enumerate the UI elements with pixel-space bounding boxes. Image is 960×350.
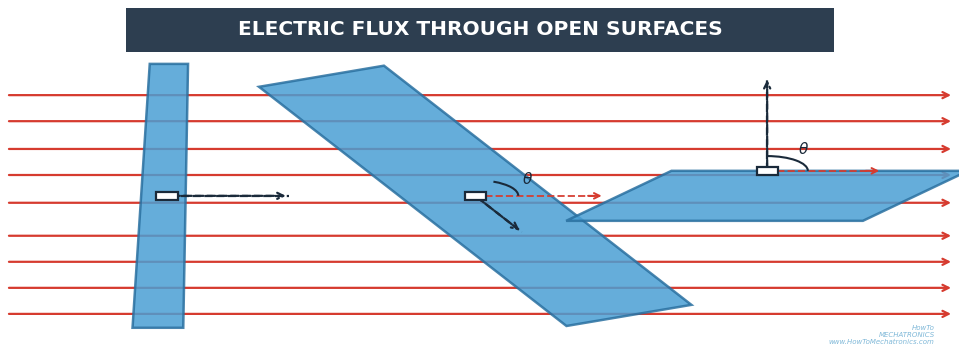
Polygon shape: [566, 171, 960, 221]
Text: $\theta$: $\theta$: [798, 141, 809, 157]
Bar: [156, 192, 178, 199]
FancyBboxPatch shape: [126, 8, 834, 52]
Polygon shape: [132, 64, 188, 328]
Polygon shape: [259, 66, 691, 326]
Text: $\theta$: $\theta$: [522, 171, 534, 187]
Bar: [465, 192, 486, 199]
Bar: [756, 167, 778, 175]
Text: HowTo
MECHATRONICS
www.HowToMechatronics.com: HowTo MECHATRONICS www.HowToMechatronics…: [828, 325, 935, 345]
Text: ELECTRIC FLUX THROUGH OPEN SURFACES: ELECTRIC FLUX THROUGH OPEN SURFACES: [238, 20, 722, 39]
